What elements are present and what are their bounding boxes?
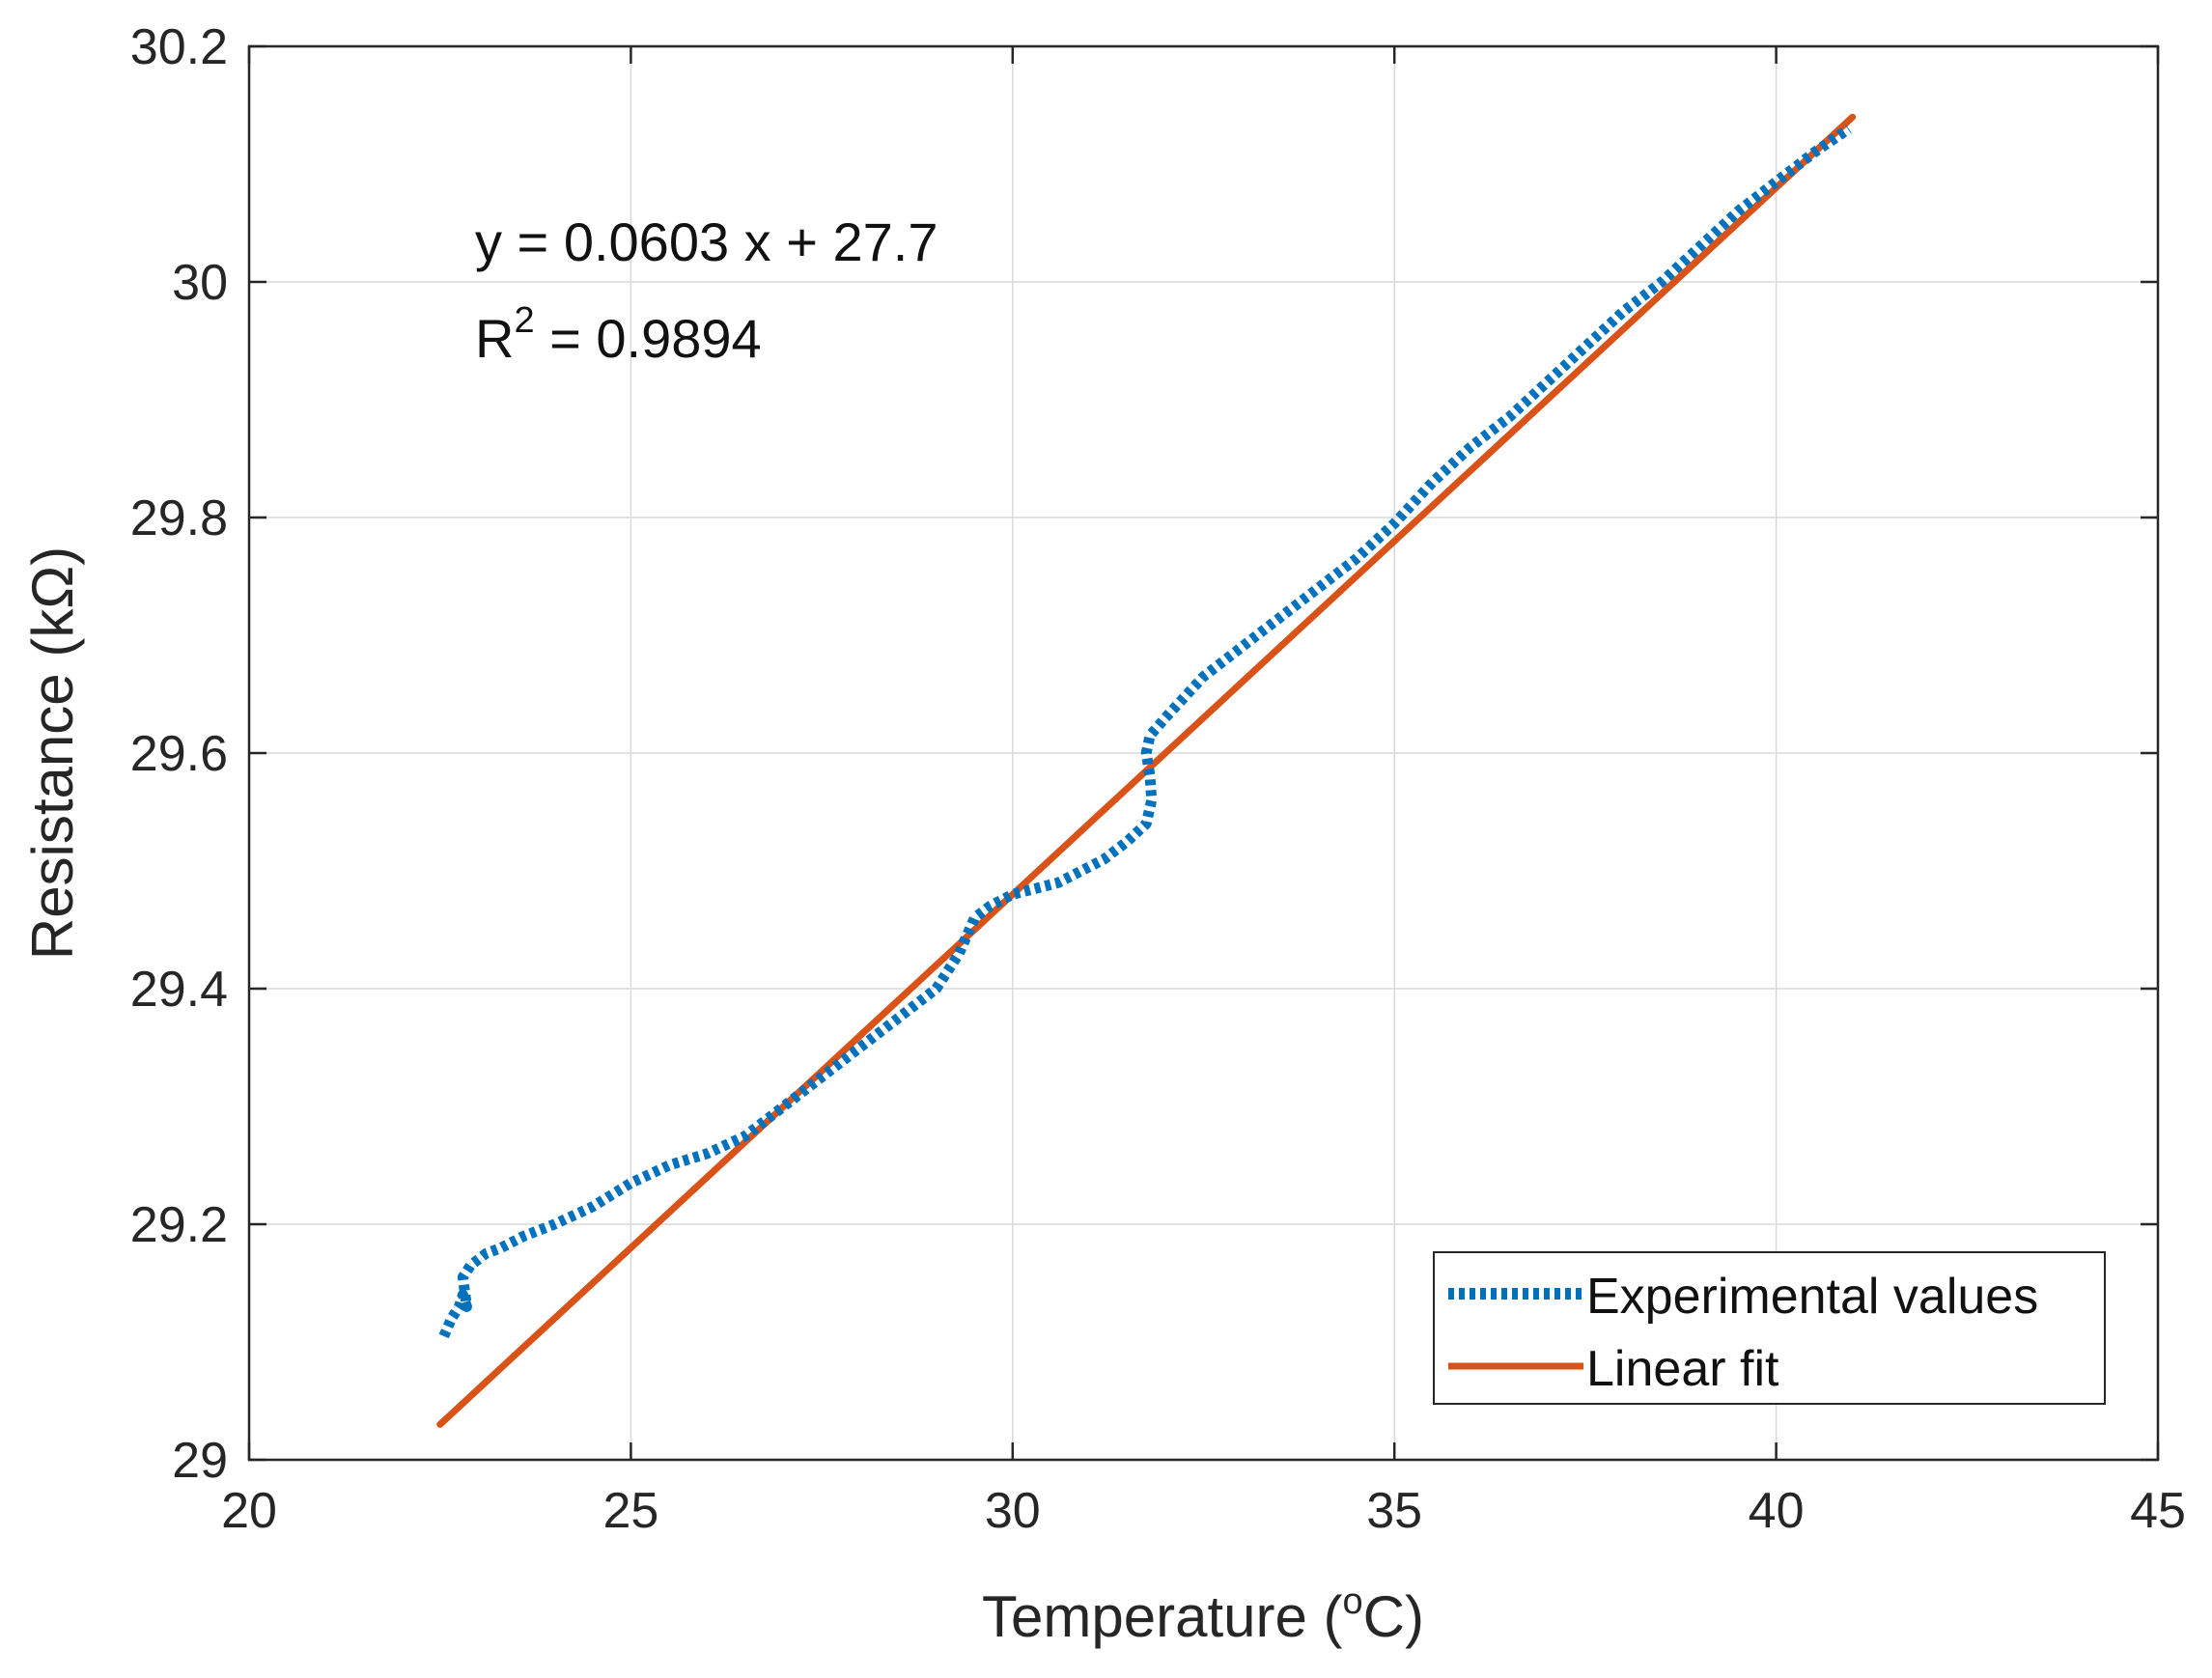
plot-area xyxy=(247,44,2160,1462)
x-tick-label: 35 xyxy=(1366,1483,1422,1539)
x-tick-label: 20 xyxy=(221,1483,277,1539)
x-tick-label: 30 xyxy=(985,1483,1041,1539)
fit-equation: y = 0.0603 x + 27.7 xyxy=(475,211,938,272)
legend-box xyxy=(1433,1251,2106,1405)
x-tick-label: 40 xyxy=(1749,1483,1805,1539)
r-squared: R2 = 0.9894 xyxy=(475,300,762,369)
x-axis-label: Temperature (oC) xyxy=(982,1581,1424,1649)
x-tick-label: 45 xyxy=(2130,1483,2186,1539)
legend-label-experimental: Experimental values xyxy=(1586,1269,2038,1325)
y-tick-label: 30.2 xyxy=(130,19,228,75)
y-tick-label: 29.4 xyxy=(130,962,228,1018)
ticks xyxy=(247,44,2160,1462)
y-tick-label: 29.6 xyxy=(130,726,228,782)
y-tick-labels: 29 29.2 29.4 29.6 29.8 30 30.2 xyxy=(130,19,228,1489)
y-tick-label: 29.2 xyxy=(130,1197,228,1253)
legend-label-linear-fit: Linear fit xyxy=(1586,1341,1779,1397)
series-line-experimental-values xyxy=(438,124,1852,1339)
y-axis-label: Resistance (kΩ) xyxy=(20,546,85,960)
series-layer xyxy=(436,113,1857,1428)
y-tick-label: 29 xyxy=(172,1433,228,1489)
y-tick-label: 29.8 xyxy=(130,490,228,546)
y-tick-label: 30 xyxy=(172,255,228,311)
legend: Experimental values Linear fit xyxy=(1433,1251,2106,1405)
x-tick-label: 25 xyxy=(602,1483,658,1539)
x-tick-labels: 20 25 30 35 40 45 xyxy=(221,1483,2186,1539)
